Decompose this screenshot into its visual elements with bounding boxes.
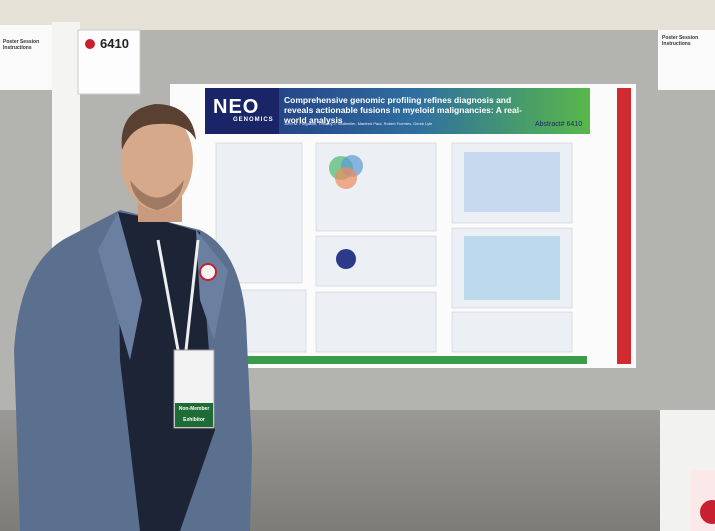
badge-ribbon (175, 403, 213, 427)
badge-member: Non-Member (178, 406, 210, 412)
sign-logo (85, 39, 95, 49)
logo-subtitle: GENOMICS (233, 117, 274, 123)
lanyard (184, 239, 200, 351)
poster-number: 6410 (100, 36, 129, 51)
logo-box (205, 88, 279, 134)
lanyard (156, 239, 180, 351)
shirt (118, 212, 215, 531)
poster-authors: John M. Furgason, Timothy J. Stuttmiller… (284, 121, 433, 126)
sankey-chart (464, 236, 560, 300)
poster-title: Comprehensive genomic profiling refines … (284, 95, 522, 125)
hair (121, 104, 196, 150)
poster-side-bar (617, 88, 631, 364)
pin (199, 263, 217, 281)
abstract-number: Abstract# 6410 (535, 121, 583, 128)
instructions-heading: Poster Session Instructions (662, 35, 699, 47)
instruction-sheet (0, 25, 52, 90)
face (121, 110, 193, 210)
logo: NEO (213, 96, 260, 118)
floor-sign-logo (700, 500, 715, 524)
instructions-heading: Poster Session Instructions (3, 39, 40, 51)
sankey-chart (464, 152, 560, 212)
instruction-sheet (658, 30, 715, 90)
venn-circle (335, 167, 357, 189)
poster-footer (245, 356, 587, 364)
lapel (98, 212, 142, 360)
badge-role: Exhibitor (183, 417, 205, 423)
lapel (196, 230, 228, 340)
pie-chart (336, 249, 356, 269)
beard (130, 180, 184, 210)
